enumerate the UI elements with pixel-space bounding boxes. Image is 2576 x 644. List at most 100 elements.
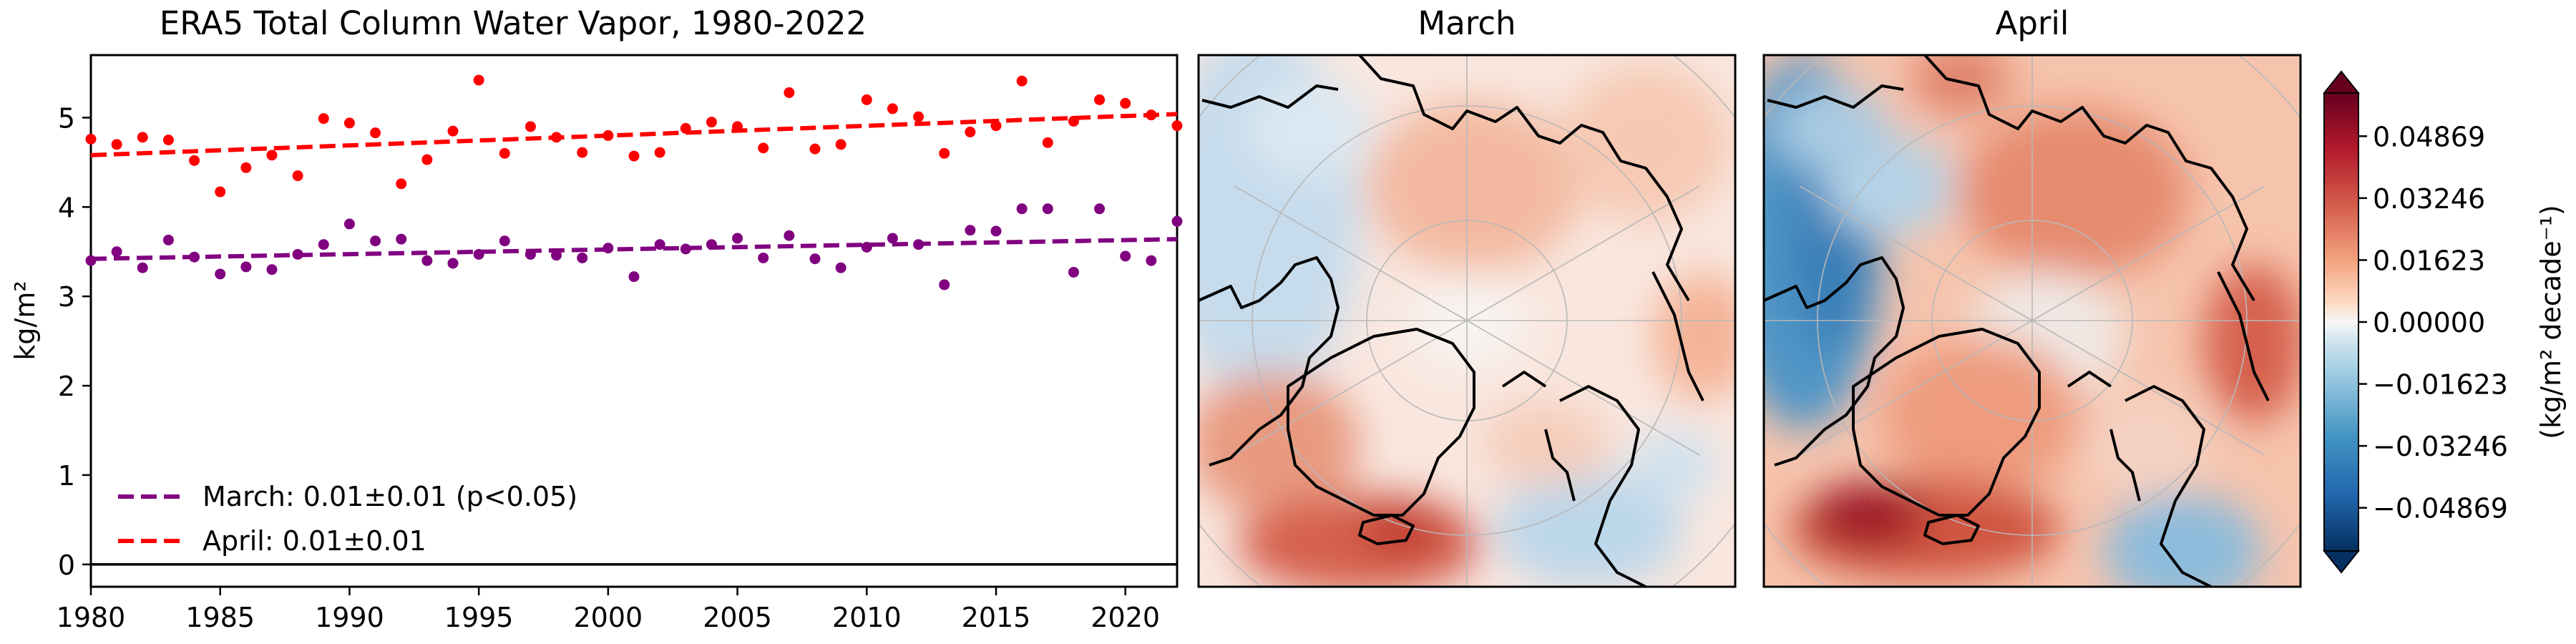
colorbar-tick-label: 0.00000 [2373,307,2485,338]
data-point-march [240,261,252,273]
data-point-april [680,122,691,134]
data-point-march [162,234,174,245]
data-point-march [473,248,484,260]
data-point-march [680,243,691,255]
data-point-april [525,121,536,132]
colorbar: 0.04869 0.03246 0.01623 0.00000 −0.01623 −0.0… [2322,70,2567,574]
data-point-march [1171,215,1183,227]
data-point-march [85,255,97,266]
data-point-april [1120,97,1131,109]
y-tick-label: 0 [58,550,75,581]
x-tick-label: 1995 [444,602,514,633]
data-point-april [318,113,329,125]
time-series-frame [89,54,1179,588]
data-point-march [861,241,872,253]
colorbar-tick-label: 0.04869 [2373,121,2485,152]
data-point-april [189,155,200,166]
data-point-april [551,132,562,143]
data-point-march [990,225,1002,237]
data-point-april [499,147,510,159]
data-point-april [266,150,278,161]
march-map-panel: March [1197,4,1737,588]
x-tick-label: 2020 [1091,602,1160,633]
data-point-april [1171,120,1183,132]
data-point-march [628,271,640,283]
data-point-april [85,133,97,145]
data-point-april [990,120,1002,132]
data-point-march [706,239,717,250]
data-point-march [965,225,976,236]
colorbar-label: (kg/m² decade⁻¹) [2535,205,2567,439]
colorbar-tick-label: 0.01623 [2373,245,2485,276]
march-graticule [1199,55,1735,587]
data-point-march [1094,203,1106,215]
data-point-march [421,255,433,266]
data-point-march [551,250,562,261]
data-point-april [447,125,459,137]
legend-label-april: April: 0.01±0.01 [203,525,426,557]
data-point-march [1016,203,1028,215]
data-point-april [913,111,924,122]
data-point-april [602,130,614,141]
data-point-march [111,246,122,258]
data-point-march [939,279,950,291]
trend-line-march [90,237,1178,261]
data-point-april [939,147,950,159]
x-tick-label: 2015 [962,602,1031,633]
colorbar-extend-top [2322,70,2361,94]
y-axis-label: kg/m² [9,280,41,360]
data-point-march [1068,266,1079,278]
data-point-march [654,239,665,250]
data-point-march [370,235,381,247]
data-point-april [706,117,717,128]
trend-line-april [90,112,1178,157]
data-point-april [654,147,665,158]
data-point-april [809,143,821,155]
data-point-april [162,135,174,146]
data-point-march [343,218,355,230]
april-graticule [1764,55,2301,587]
y-tick-label: 1 [58,460,75,492]
data-point-april [1068,115,1079,127]
march-map-title: March [1418,4,1516,42]
data-point-march [809,253,821,265]
data-point-march [602,243,614,254]
colorbar-tick-label: 0.03246 [2373,183,2485,215]
data-point-march [292,248,303,260]
legend-label-march: March: 0.01±0.01 (p<0.05) [203,481,577,512]
data-point-march [189,251,200,263]
data-point-april [861,94,872,105]
april-coastlines [1764,55,2270,587]
y-tick-label: 2 [58,371,75,402]
data-point-april [1094,94,1106,105]
colorbar-gradient [2323,92,2359,552]
data-point-april [137,132,148,143]
data-point-march [215,268,226,280]
data-point-march [758,252,769,263]
data-point-march [266,264,278,275]
data-point-april [758,142,769,154]
data-point-march [499,235,510,247]
legend: March: 0.01±0.01 (p<0.05) April: 0.01±0.… [118,481,577,557]
data-point-march [1146,255,1157,266]
y-tick-label: 3 [58,281,75,313]
data-point-april [1146,109,1157,121]
data-point-march [396,233,407,245]
data-point-april [343,117,355,129]
data-point-april [784,87,795,98]
data-point-april [111,139,122,150]
x-tick-label: 1980 [57,602,126,633]
april-map-frame [1762,54,2302,588]
y-tick-label: 4 [58,192,75,223]
april-map-panel: April [1762,4,2302,588]
data-point-april [577,147,588,158]
x-tick-label: 2005 [703,602,772,633]
time-series-title: ERA5 Total Column Water Vapor, 1980-2022 [160,4,867,42]
data-point-march [784,230,795,241]
data-point-march [732,233,743,244]
data-point-march [318,239,329,250]
march-coastlines [1199,55,1704,587]
colorbar-tick-label: −0.01623 [2373,369,2508,401]
data-point-april [1042,137,1053,148]
